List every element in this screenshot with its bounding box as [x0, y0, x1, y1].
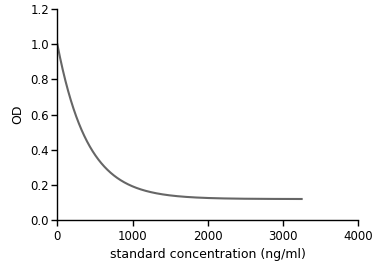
X-axis label: standard concentration (ng/ml): standard concentration (ng/ml) — [110, 249, 306, 262]
Y-axis label: OD: OD — [12, 105, 25, 124]
